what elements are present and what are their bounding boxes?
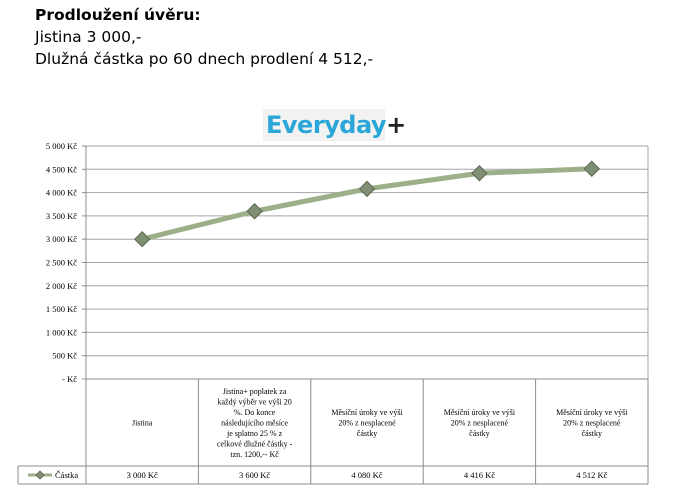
category-label: Měsíční úroky ve výši <box>444 408 516 417</box>
data-value-label: 3 600 Kč <box>239 470 270 480</box>
y-tick-label: - Kč <box>62 374 77 384</box>
intro-heading: Prodloužení úvěru: <box>35 6 201 24</box>
category-label: 20% z nesplacené <box>338 419 396 428</box>
data-value-label: 4 512 Kč <box>576 470 607 480</box>
category-label: částky <box>469 429 489 438</box>
category-label: celkové dlužné částky - <box>217 440 293 449</box>
category-label: tzn. 1200,-- Kč <box>230 450 279 459</box>
category-label: 20% z nesplacené <box>451 419 509 428</box>
data-point <box>133 230 151 248</box>
data-value-label: 4 416 Kč <box>464 470 495 480</box>
data-point <box>583 160 601 177</box>
data-value-label: 4 080 Kč <box>351 470 382 480</box>
logo-word: Everyday <box>266 111 387 139</box>
category-label: Jistina+ poplatek za <box>223 387 287 396</box>
series-line-castka <box>139 166 595 242</box>
legend-marker <box>35 470 45 480</box>
y-tick-label: 3 000 Kč <box>46 234 77 244</box>
intro-text: Prodloužení úvěru: Jistina 3 000,- Dlužn… <box>35 4 373 70</box>
y-tick-label: 500 Kč <box>52 351 77 361</box>
y-tick-label: 3 500 Kč <box>46 211 77 221</box>
category-label: každý výběr ve výši 20 <box>217 398 291 407</box>
y-tick-label: 4 500 Kč <box>46 164 77 174</box>
y-tick-label: 5 000 Kč <box>46 141 77 151</box>
category-label: 20% z nesplacené <box>563 419 621 428</box>
y-tick-label: 2 500 Kč <box>46 258 77 268</box>
data-value-label: 3 000 Kč <box>127 470 158 480</box>
legend-label: Částka <box>55 470 78 480</box>
y-tick-label: 1 500 Kč <box>46 304 77 314</box>
y-tick-label: 4 000 Kč <box>46 188 77 198</box>
category-label: %. Do konce <box>234 408 276 417</box>
data-point <box>246 203 263 220</box>
category-label: částky <box>582 429 602 438</box>
data-point <box>358 180 376 198</box>
intro-principal: Jistina 3 000,- <box>35 28 142 46</box>
logo-plus: + <box>386 111 406 139</box>
everyday-logo: Everyday+ <box>263 109 406 141</box>
category-label: částky <box>357 429 377 438</box>
intro-debt: Dlužná částka po 60 dnech prodlení 4 512… <box>35 50 374 68</box>
category-label: Jistina <box>132 419 153 428</box>
y-tick-label: 1 000 Kč <box>46 327 77 337</box>
category-label: je splatno 25 % z <box>226 429 283 438</box>
category-label: Měsíční úroky ve výši <box>331 408 403 417</box>
data-point <box>471 165 488 182</box>
y-tick-label: 2 000 Kč <box>46 281 77 291</box>
category-label: následujícího měsíce <box>221 419 288 428</box>
category-label: Měsíční úroky ve výši <box>556 408 628 417</box>
